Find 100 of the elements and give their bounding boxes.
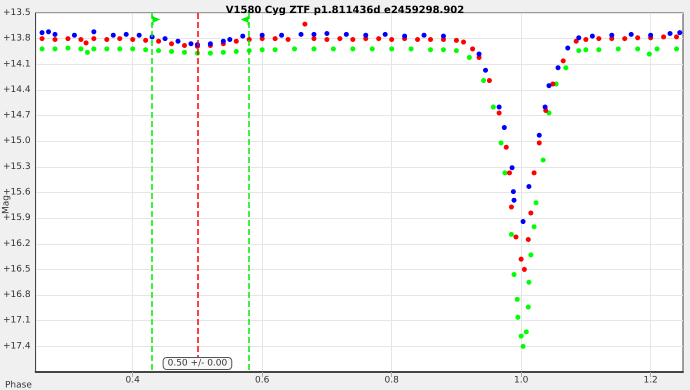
y-tick-label: +17.1 bbox=[2, 316, 31, 326]
point bbox=[188, 41, 194, 46]
y-axis-title: Mag bbox=[2, 194, 12, 214]
point bbox=[498, 140, 504, 146]
point bbox=[590, 34, 595, 39]
point bbox=[674, 46, 680, 52]
point bbox=[124, 32, 129, 37]
x-axis-title: Phase bbox=[5, 380, 32, 390]
point bbox=[440, 47, 446, 52]
x-tick-label: 0.4 bbox=[126, 376, 140, 386]
point bbox=[260, 32, 265, 38]
point bbox=[311, 46, 316, 52]
point bbox=[556, 65, 561, 70]
point bbox=[524, 329, 529, 334]
point bbox=[496, 104, 502, 110]
y-tick-label: +15.0 bbox=[2, 136, 31, 146]
point bbox=[648, 32, 654, 38]
point bbox=[515, 314, 520, 320]
point bbox=[91, 29, 96, 34]
point bbox=[546, 110, 552, 116]
point bbox=[502, 170, 508, 176]
point bbox=[169, 48, 174, 54]
point bbox=[402, 34, 408, 39]
point bbox=[78, 46, 84, 52]
point bbox=[65, 46, 70, 51]
point bbox=[182, 50, 187, 55]
point bbox=[596, 47, 602, 52]
point bbox=[668, 31, 673, 36]
point bbox=[272, 47, 278, 52]
point bbox=[220, 38, 226, 44]
point bbox=[292, 46, 298, 52]
y-tick-label: +15.9 bbox=[2, 213, 31, 224]
point bbox=[534, 200, 539, 206]
point bbox=[520, 344, 526, 349]
point bbox=[440, 34, 446, 39]
point bbox=[635, 46, 640, 52]
point bbox=[40, 46, 45, 52]
point bbox=[227, 37, 232, 42]
point bbox=[428, 47, 434, 52]
x-tick-label: 0.6 bbox=[255, 376, 270, 386]
point bbox=[481, 78, 486, 84]
point bbox=[536, 132, 542, 138]
point bbox=[350, 46, 356, 52]
point bbox=[422, 32, 427, 38]
point bbox=[490, 104, 496, 110]
point bbox=[84, 50, 90, 55]
point bbox=[576, 35, 582, 40]
point bbox=[389, 46, 394, 52]
point bbox=[454, 48, 459, 54]
point bbox=[143, 47, 148, 52]
point bbox=[609, 32, 614, 38]
x-tick-label: 1.2 bbox=[643, 376, 658, 386]
point bbox=[91, 46, 96, 52]
y-tick-label: +13.8 bbox=[2, 34, 31, 44]
point bbox=[311, 32, 316, 37]
point bbox=[520, 219, 526, 224]
point bbox=[176, 38, 181, 44]
point bbox=[476, 52, 482, 57]
y-tick-label: +15.6 bbox=[2, 188, 31, 198]
point bbox=[542, 104, 548, 110]
point bbox=[162, 36, 168, 42]
point bbox=[52, 32, 58, 37]
point bbox=[117, 46, 122, 52]
point bbox=[370, 46, 375, 52]
point bbox=[514, 296, 520, 302]
point bbox=[483, 68, 488, 73]
point bbox=[52, 46, 58, 52]
point bbox=[363, 32, 368, 38]
ref-line-label: 0.50 +/- 0.00 bbox=[168, 358, 228, 368]
point bbox=[72, 32, 77, 38]
point bbox=[526, 280, 532, 285]
point bbox=[46, 29, 52, 34]
point bbox=[583, 47, 588, 52]
point bbox=[532, 224, 537, 230]
point bbox=[518, 334, 524, 339]
point bbox=[240, 34, 246, 39]
y-tick-label: +16.5 bbox=[2, 264, 31, 274]
point bbox=[565, 46, 570, 51]
point bbox=[110, 32, 116, 38]
y-tick-label: +14.1 bbox=[2, 59, 31, 70]
point bbox=[279, 32, 284, 38]
point bbox=[512, 198, 517, 203]
x-tick-label: 1.0 bbox=[514, 376, 529, 386]
point bbox=[526, 184, 532, 190]
point bbox=[382, 32, 388, 37]
y-tick-label: +13.5 bbox=[2, 8, 31, 18]
y-tick-label: +15.3 bbox=[2, 162, 31, 172]
point bbox=[528, 252, 534, 258]
point bbox=[234, 48, 239, 54]
point bbox=[546, 83, 552, 88]
y-tick-label: +16.2 bbox=[2, 238, 31, 249]
point bbox=[512, 272, 517, 278]
point bbox=[654, 46, 660, 52]
point bbox=[330, 46, 336, 52]
point bbox=[646, 52, 652, 57]
y-tick-label: +14.4 bbox=[2, 84, 31, 95]
point bbox=[466, 54, 472, 60]
point bbox=[344, 32, 349, 37]
y-tick-label: +17.4 bbox=[2, 341, 31, 352]
point bbox=[576, 48, 582, 54]
